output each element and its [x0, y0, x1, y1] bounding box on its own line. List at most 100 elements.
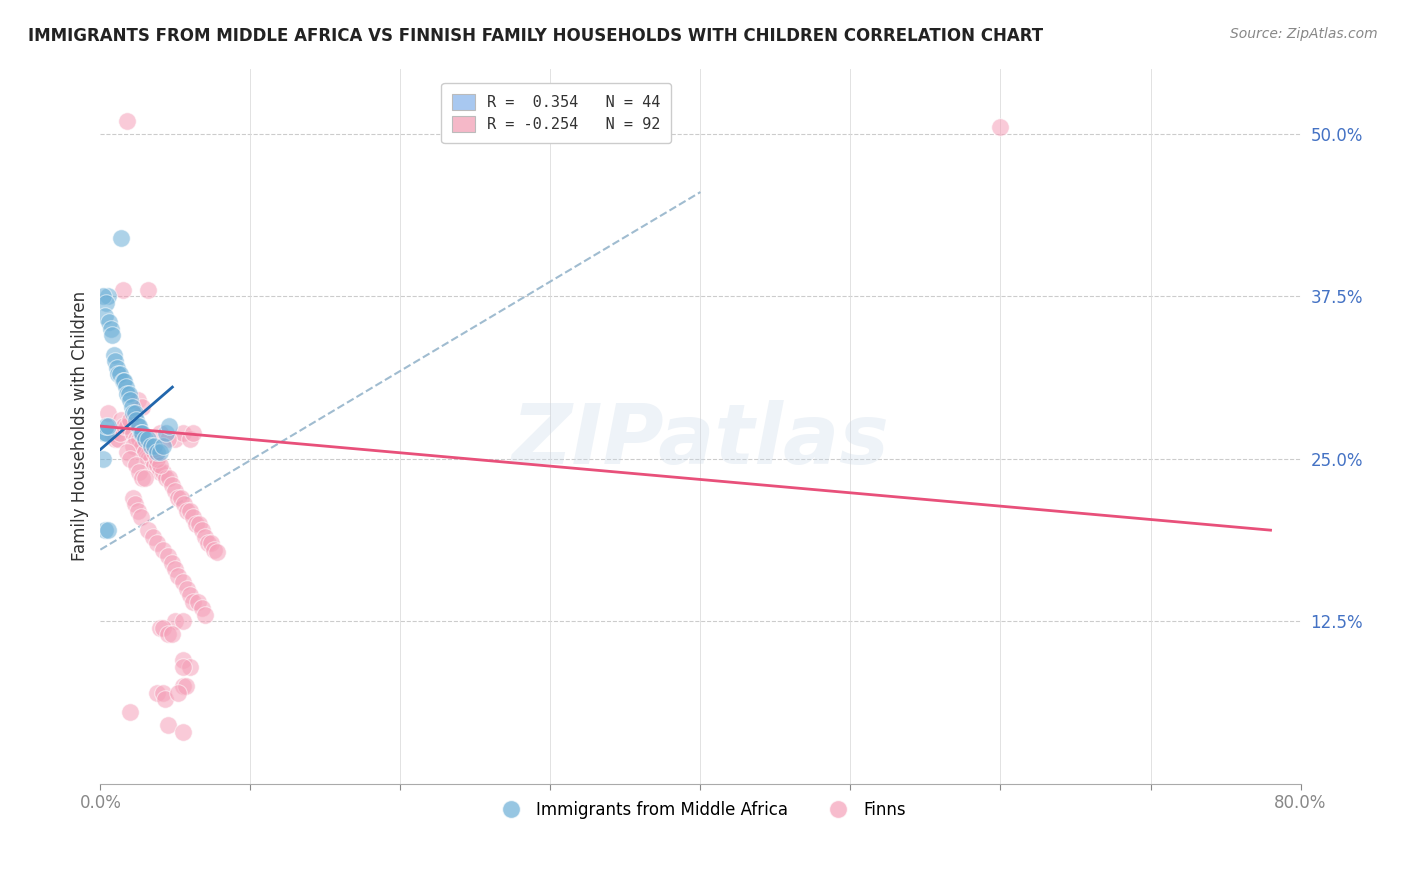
Point: [127, 419, 149, 434]
Point: [149, 458, 172, 472]
Point: [143, 445, 166, 459]
Point: [117, 386, 139, 401]
Point: [108, 367, 131, 381]
Point: [93, 451, 115, 466]
Point: [165, 562, 187, 576]
Point: [110, 230, 132, 244]
Point: [186, 516, 208, 531]
Point: [125, 458, 148, 472]
Point: [194, 530, 217, 544]
Point: [110, 412, 132, 426]
Point: [134, 445, 156, 459]
Point: [146, 536, 169, 550]
Point: [107, 367, 129, 381]
Point: [149, 465, 172, 479]
Point: [155, 425, 177, 440]
Point: [165, 432, 187, 446]
Point: [167, 491, 190, 505]
Point: [98, 315, 121, 329]
Point: [124, 497, 146, 511]
Point: [202, 542, 225, 557]
Point: [96, 295, 118, 310]
Point: [138, 283, 160, 297]
Point: [170, 491, 193, 505]
Point: [207, 545, 229, 559]
Point: [104, 432, 127, 446]
Point: [112, 419, 135, 434]
Point: [146, 458, 169, 472]
Point: [108, 425, 131, 440]
Point: [191, 523, 214, 537]
Point: [101, 328, 124, 343]
Point: [149, 425, 172, 440]
Point: [990, 120, 1012, 134]
Point: [112, 374, 135, 388]
Point: [104, 354, 127, 368]
Point: [97, 419, 120, 434]
Point: [200, 536, 222, 550]
Point: [118, 386, 141, 401]
Text: IMMIGRANTS FROM MIDDLE AFRICA VS FINNISH FAMILY HOUSEHOLDS WITH CHILDREN CORRELA: IMMIGRANTS FROM MIDDLE AFRICA VS FINNISH…: [28, 27, 1043, 45]
Point: [172, 425, 194, 440]
Point: [129, 425, 152, 440]
Point: [134, 471, 156, 485]
Point: [94, 425, 117, 440]
Text: Source: ZipAtlas.com: Source: ZipAtlas.com: [1230, 27, 1378, 41]
Point: [128, 432, 150, 446]
Point: [173, 497, 195, 511]
Point: [115, 380, 138, 394]
Point: [149, 445, 172, 459]
Point: [179, 659, 201, 673]
Point: [129, 510, 152, 524]
Point: [146, 445, 169, 459]
Point: [183, 510, 205, 524]
Point: [143, 458, 166, 472]
Point: [131, 471, 153, 485]
Point: [122, 425, 145, 440]
Point: [143, 439, 166, 453]
Point: [172, 659, 194, 673]
Point: [167, 686, 190, 700]
Point: [94, 309, 117, 323]
Point: [152, 686, 174, 700]
Point: [152, 542, 174, 557]
Point: [138, 523, 160, 537]
Point: [156, 432, 179, 446]
Point: [157, 471, 180, 485]
Point: [188, 516, 211, 531]
Point: [125, 432, 148, 446]
Point: [128, 465, 150, 479]
Point: [138, 451, 160, 466]
Point: [105, 360, 128, 375]
Point: [179, 432, 201, 446]
Point: [156, 718, 179, 732]
Y-axis label: Family Households with Children: Family Households with Children: [72, 291, 89, 561]
Point: [120, 412, 142, 426]
Point: [97, 289, 120, 303]
Point: [167, 568, 190, 582]
Point: [127, 393, 149, 408]
Point: [146, 686, 169, 700]
Point: [101, 425, 124, 440]
Point: [120, 705, 142, 719]
Point: [117, 419, 139, 434]
Point: [97, 523, 120, 537]
Point: [176, 582, 198, 596]
Point: [117, 113, 139, 128]
Point: [122, 439, 145, 453]
Point: [93, 289, 115, 303]
Point: [157, 419, 180, 434]
Point: [121, 400, 143, 414]
Point: [149, 621, 172, 635]
Point: [131, 400, 153, 414]
Point: [134, 445, 156, 459]
Point: [146, 451, 169, 466]
Point: [122, 491, 145, 505]
Point: [128, 419, 150, 434]
Point: [96, 419, 118, 434]
Point: [174, 679, 197, 693]
Point: [179, 588, 201, 602]
Point: [141, 439, 163, 453]
Point: [172, 724, 194, 739]
Point: [155, 471, 177, 485]
